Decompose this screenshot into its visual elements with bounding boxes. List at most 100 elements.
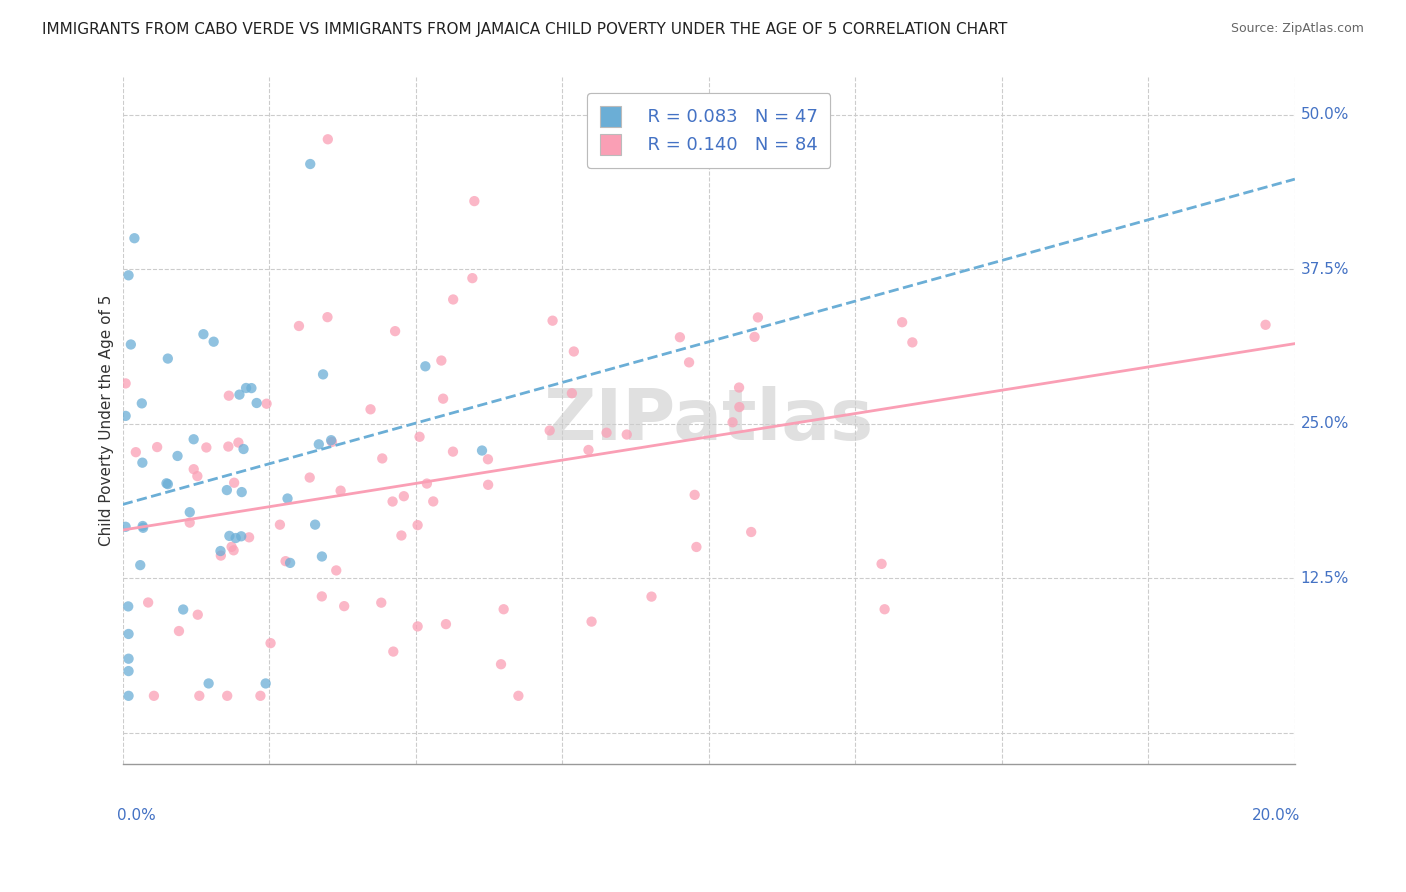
Point — [406, 518, 429, 533]
Point — [131, 519, 153, 533]
Text: IMMIGRANTS FROM CABO VERDE VS IMMIGRANTS FROM JAMAICA CHILD POVERTY UNDER THE AG: IMMIGRANTS FROM CABO VERDE VS IMMIGRANTS… — [42, 22, 1008, 37]
Point — [179, 505, 201, 519]
Point — [125, 445, 148, 459]
Text: 0.0%: 0.0% — [117, 808, 156, 823]
Text: 25.0%: 25.0% — [1301, 417, 1350, 431]
Point — [129, 558, 152, 573]
Point — [508, 689, 530, 703]
Point — [415, 359, 437, 374]
Point — [228, 387, 250, 401]
Point — [117, 664, 139, 678]
Point — [461, 271, 484, 285]
Point — [311, 590, 333, 604]
Point — [246, 396, 269, 410]
Point — [117, 599, 139, 614]
Text: 20.0%: 20.0% — [1253, 808, 1301, 823]
Point — [595, 425, 617, 440]
Point — [124, 231, 146, 245]
Point — [616, 427, 638, 442]
Point — [117, 651, 139, 665]
Point — [492, 602, 515, 616]
Point — [240, 381, 263, 395]
Point — [172, 602, 194, 616]
Point — [740, 524, 762, 539]
Point — [441, 293, 464, 307]
Point — [477, 478, 499, 492]
Point — [329, 483, 352, 498]
Point — [382, 644, 405, 658]
Text: 50.0%: 50.0% — [1301, 107, 1350, 122]
Point — [463, 194, 485, 208]
Point — [541, 314, 564, 328]
Point — [117, 689, 139, 703]
Point — [238, 530, 260, 544]
Point — [136, 595, 159, 609]
Point — [120, 337, 142, 351]
Legend:   R = 0.083   N = 47,   R = 0.140   N = 84: R = 0.083 N = 47, R = 0.140 N = 84 — [588, 94, 831, 168]
Point — [312, 368, 335, 382]
Point — [231, 529, 253, 543]
Point — [142, 689, 165, 703]
Point — [195, 441, 218, 455]
Point — [166, 449, 188, 463]
Point — [371, 451, 394, 466]
Point — [193, 327, 215, 342]
Y-axis label: Child Poverty Under the Age of 5: Child Poverty Under the Age of 5 — [100, 295, 114, 546]
Point — [228, 435, 250, 450]
Point — [299, 157, 322, 171]
Point — [218, 529, 240, 543]
Point — [167, 624, 190, 638]
Point — [434, 617, 457, 632]
Point — [325, 563, 347, 577]
Point — [114, 520, 136, 534]
Point — [683, 488, 706, 502]
Text: Source: ZipAtlas.com: Source: ZipAtlas.com — [1230, 22, 1364, 36]
Point — [274, 554, 297, 568]
Point — [132, 521, 155, 535]
Text: 12.5%: 12.5% — [1301, 571, 1350, 586]
Point — [406, 619, 429, 633]
Point — [477, 452, 499, 467]
Point — [156, 477, 179, 491]
Text: ZIPatlas: ZIPatlas — [544, 386, 875, 455]
Point — [538, 424, 561, 438]
Point — [578, 442, 600, 457]
Point — [256, 397, 278, 411]
Point — [288, 318, 311, 333]
Point — [441, 444, 464, 458]
Point — [155, 476, 177, 491]
Point — [901, 335, 924, 350]
Point — [321, 434, 343, 449]
Point — [278, 556, 301, 570]
Point — [581, 615, 603, 629]
Point — [114, 409, 136, 423]
Point — [114, 376, 136, 391]
Point — [870, 557, 893, 571]
Point — [221, 540, 243, 554]
Point — [215, 483, 238, 497]
Point — [311, 549, 333, 564]
Point — [360, 402, 382, 417]
Point — [217, 440, 239, 454]
Point — [179, 516, 201, 530]
Point — [747, 310, 769, 325]
Point — [231, 485, 253, 500]
Point — [333, 599, 356, 614]
Point — [131, 396, 153, 410]
Point — [209, 544, 232, 558]
Point — [254, 676, 277, 690]
Point — [562, 344, 585, 359]
Point — [197, 676, 219, 690]
Point — [235, 381, 257, 395]
Point — [259, 636, 281, 650]
Point — [183, 432, 205, 446]
Point — [316, 132, 339, 146]
Point — [561, 386, 583, 401]
Point — [276, 491, 298, 506]
Point — [187, 607, 209, 622]
Point — [308, 437, 330, 451]
Point — [640, 590, 662, 604]
Point — [186, 469, 208, 483]
Point — [728, 400, 751, 414]
Point — [249, 689, 271, 703]
